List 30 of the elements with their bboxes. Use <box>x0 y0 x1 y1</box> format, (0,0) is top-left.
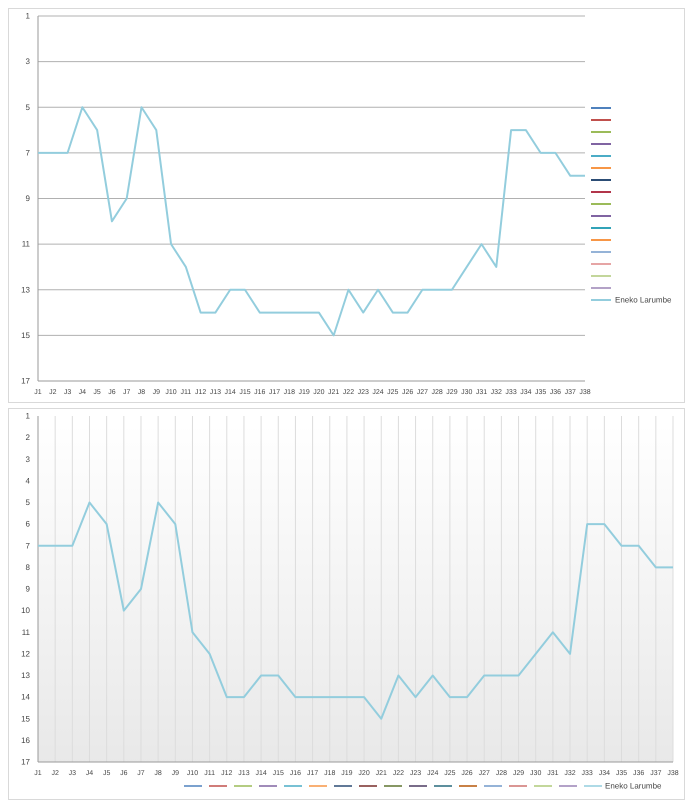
y-tick-label: 16 <box>21 736 31 745</box>
legend-label: Eneko Larumbe <box>615 296 672 305</box>
y-tick-label: 7 <box>26 148 31 158</box>
y-tick-label: 13 <box>21 671 31 680</box>
y-tick-label: 10 <box>21 606 31 616</box>
y-tick-label: 1 <box>26 412 31 421</box>
y-tick-label: 5 <box>26 498 31 508</box>
line-series <box>37 502 674 720</box>
y-tick-label: 17 <box>21 758 31 767</box>
y-tick-label: 2 <box>26 433 31 442</box>
y-tick-label: 7 <box>26 541 31 550</box>
y-tick-label: 9 <box>26 584 31 594</box>
y-tick-label: 3 <box>26 57 31 66</box>
y-tick-label: 5 <box>26 102 31 112</box>
y-tick-label: 17 <box>21 376 31 386</box>
y-tick-label: 11 <box>22 240 31 249</box>
y-tick-label: 8 <box>26 562 31 572</box>
legend-label: Eneko Larumbe <box>605 782 662 791</box>
line-series <box>37 106 586 336</box>
y-tick-label: 15 <box>21 714 31 724</box>
y-tick-label: 13 <box>21 285 31 294</box>
y-tick-label: 11 <box>22 628 31 637</box>
y-tick-label: 6 <box>26 520 31 529</box>
y-tick-label: 12 <box>21 649 31 658</box>
y-tick-label: 3 <box>26 454 31 464</box>
y-tick-label: 9 <box>26 194 31 204</box>
y-tick-label: 4 <box>26 476 31 486</box>
y-tick-label: 1 <box>26 12 31 21</box>
y-tick-label: 14 <box>21 692 31 702</box>
y-tick-label: 15 <box>21 330 31 340</box>
